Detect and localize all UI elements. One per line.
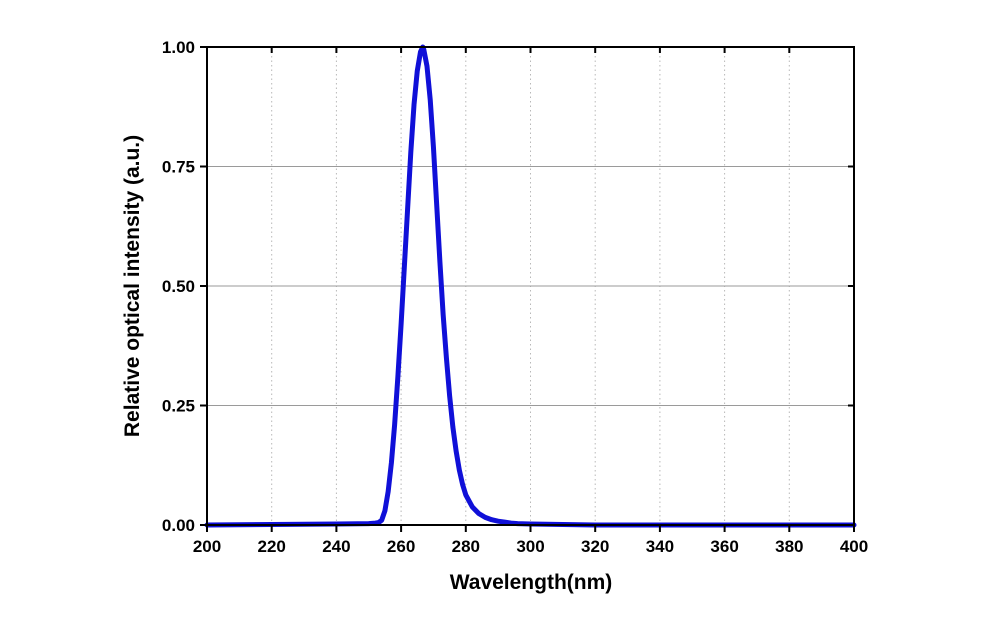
- y-axis-title: Relative optical intensity (a.u.): [121, 135, 144, 437]
- x-tick-label: 320: [581, 537, 609, 556]
- series-line: [204, 44, 857, 528]
- x-axis-title: Wavelength(nm): [450, 571, 613, 594]
- x-tick-label: 260: [387, 537, 415, 556]
- y-tick-label: 0.25: [162, 397, 195, 416]
- series-layer: [204, 44, 857, 528]
- x-tick-label: 360: [710, 537, 738, 556]
- x-tick-label: 400: [840, 537, 868, 556]
- x-tick-label: 300: [516, 537, 544, 556]
- x-tick-label: 220: [258, 537, 286, 556]
- x-tick-label: 380: [775, 537, 803, 556]
- x-tick-label: 280: [452, 537, 480, 556]
- grid: [207, 47, 854, 525]
- x-tick-label: 340: [646, 537, 674, 556]
- y-tick-label: 1.00: [162, 38, 195, 57]
- y-tick-label: 0.00: [162, 516, 195, 535]
- y-tick-labels: 0.00 0.25 0.50 0.75 1.00: [162, 38, 195, 535]
- y-tick-label: 0.50: [162, 277, 195, 296]
- x-tick-label: 240: [322, 537, 350, 556]
- x-tick-label: 200: [193, 537, 221, 556]
- x-tick-labels: 200 220 240 260 280 300 320 340 360 380 400: [193, 537, 868, 556]
- axis-ticks: [200, 46, 855, 532]
- y-tick-label: 0.75: [162, 158, 195, 177]
